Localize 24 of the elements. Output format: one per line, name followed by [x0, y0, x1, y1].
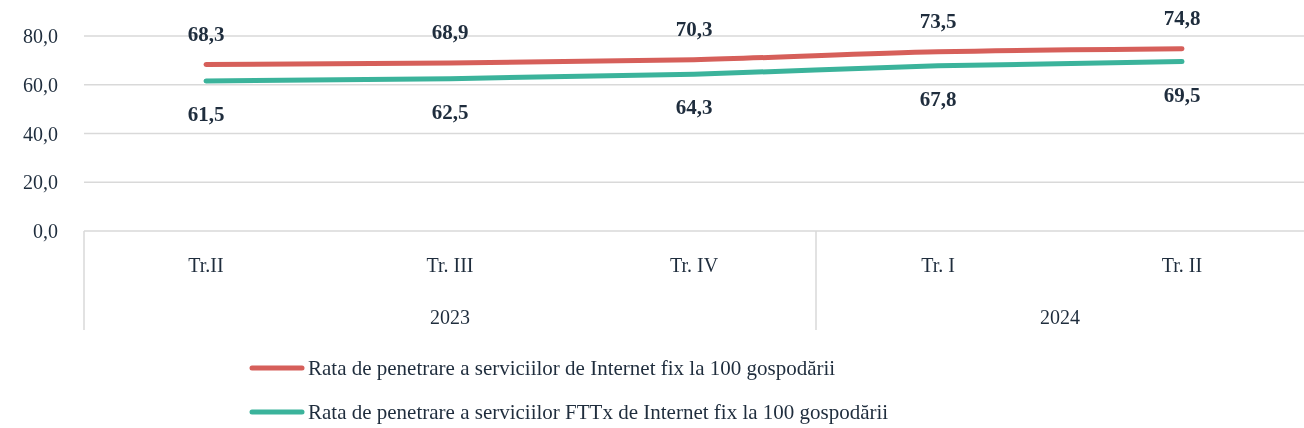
x-tick-label: Tr. IV [669, 254, 719, 276]
x-tick-label: Tr. I [921, 254, 955, 276]
data-label: 61,5 [187, 102, 225, 127]
x-tick-label: Tr. III [426, 254, 474, 276]
data-label: 73,5 [919, 8, 957, 33]
data-label: 64,3 [675, 95, 713, 120]
y-tick-label: 20,0 [23, 171, 58, 194]
data-label: 70,3 [675, 16, 713, 41]
y-tick-label: 60,0 [23, 73, 58, 96]
y-tick-label: 40,0 [23, 122, 58, 145]
x-tick-label: Tr. II [1161, 254, 1203, 276]
data-label: 62,5 [431, 99, 469, 124]
data-label: 69,5 [1163, 82, 1201, 107]
legend-label: Rata de penetrare a serviciilor FTTx de Internet fix la 100 gospodării [308, 400, 889, 425]
x-tick-label: Tr.II [188, 254, 224, 276]
data-label: 67,8 [919, 86, 957, 111]
y-tick-label: 0,0 [33, 220, 58, 242]
data-label: 74,8 [1163, 5, 1201, 30]
text: 2023 [430, 306, 470, 328]
text: 2024 [1040, 306, 1080, 328]
y-tick-label: 80,0 [23, 25, 58, 47]
legend-label: Rata de penetrare a serviciilor de Internet fix la 100 gospodării [308, 356, 836, 381]
data-label: 68,9 [431, 20, 469, 45]
data-label: 68,3 [187, 21, 225, 46]
